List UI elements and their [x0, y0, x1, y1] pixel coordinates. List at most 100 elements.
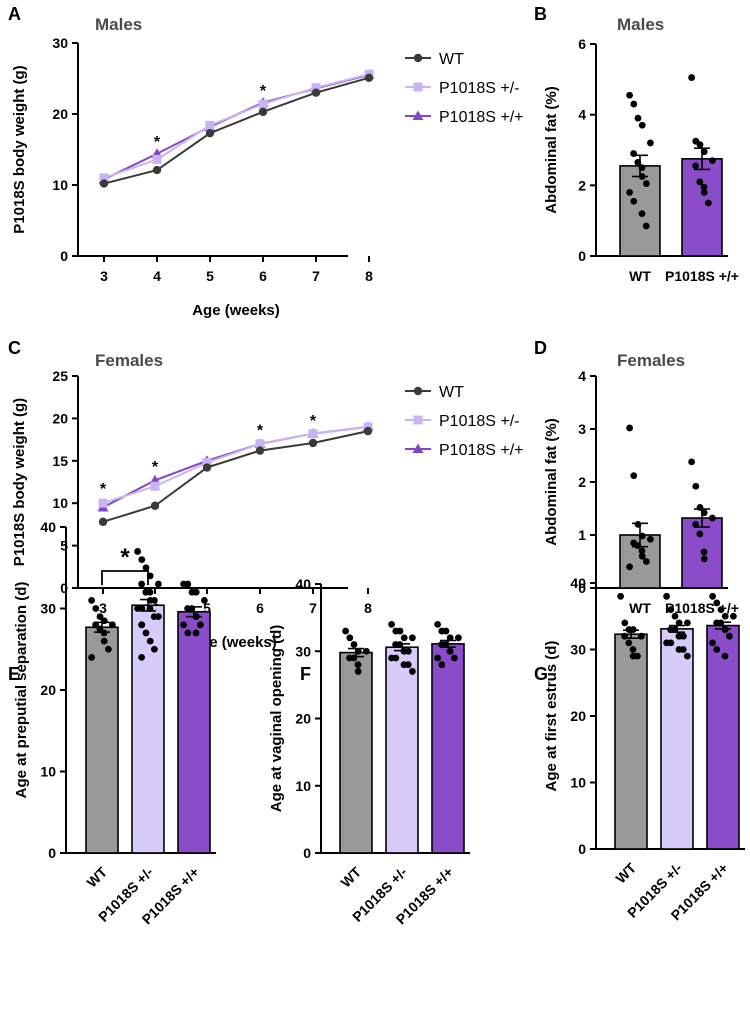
x-tick-label: WT	[629, 268, 651, 284]
data-point	[311, 83, 321, 93]
x-tick-label: WT	[612, 859, 639, 886]
bar	[660, 628, 694, 850]
y-tick-label: 40	[295, 576, 311, 592]
data-point	[255, 439, 265, 449]
data-point	[709, 157, 716, 165]
data-point	[134, 548, 142, 555]
y-tick-label: 2	[578, 474, 586, 490]
data-point	[667, 639, 675, 647]
data-point	[446, 634, 454, 642]
data-point	[138, 580, 146, 588]
data-point	[705, 199, 712, 207]
data-point	[363, 422, 373, 432]
data-point	[638, 552, 646, 560]
legend-marker	[413, 415, 423, 425]
data-point	[404, 661, 412, 669]
data-point	[638, 164, 646, 172]
data-point	[446, 647, 454, 655]
data-point	[138, 654, 146, 661]
y-tick-label: 5	[60, 538, 68, 554]
data-point	[638, 121, 646, 129]
data-point	[100, 637, 108, 645]
y-tick-label: 30	[295, 643, 311, 659]
y-tick-label: 30	[570, 642, 586, 658]
data-point	[192, 613, 200, 621]
significance-star: *	[257, 422, 264, 439]
data-point	[692, 482, 700, 490]
data-point	[643, 180, 650, 187]
panel-A: A Males 0 10 20 30 3 4 5 6 7 8 Age (weeks) P1018S bod…	[8, 4, 524, 319]
data-point	[626, 563, 633, 571]
data-point	[688, 74, 695, 81]
legend-marker	[412, 110, 424, 120]
chart-title: Males	[95, 15, 142, 34]
x-axis-label: Age (weeks)	[192, 302, 280, 319]
y-tick-label: 10	[40, 764, 56, 780]
y-tick-label: 0	[60, 248, 68, 264]
data-point	[363, 647, 370, 655]
data-point	[96, 613, 104, 621]
data-point	[109, 621, 116, 629]
data-point	[188, 605, 196, 612]
data-point	[626, 91, 633, 99]
data-point	[721, 626, 729, 633]
x-tick-label: 5	[206, 268, 214, 284]
panel-label: B	[534, 4, 547, 24]
x-tick-label: 6	[259, 268, 267, 284]
chart-title: Females	[95, 351, 163, 370]
data-point	[621, 619, 629, 627]
data-point	[684, 652, 691, 660]
y-tick-label: 0	[48, 845, 56, 861]
data-point	[151, 645, 158, 653]
y-axis-label: Abdominal fat (%)	[543, 86, 560, 214]
data-point	[155, 613, 162, 621]
x-tick-label: WT	[83, 863, 110, 890]
data-point	[629, 626, 637, 633]
data-point	[700, 555, 708, 563]
y-tick-label: 4	[578, 368, 586, 384]
legend-label: P1018S +/-	[439, 80, 520, 97]
data-point	[100, 629, 108, 637]
data-point	[434, 654, 441, 662]
data-point	[205, 128, 215, 138]
data-point	[152, 154, 162, 164]
y-tick-label: 2	[578, 177, 586, 193]
data-point	[192, 629, 200, 637]
y-tick-label: 3	[578, 421, 586, 437]
y-tick-label: 10	[52, 177, 68, 193]
x-tick-label: 8	[364, 600, 372, 616]
data-point	[455, 634, 462, 642]
legend-label: P1018S +/+	[439, 442, 524, 459]
data-point	[700, 148, 708, 156]
y-axis-label: P1018S body weight (g)	[11, 65, 28, 233]
legend-marker	[413, 82, 423, 92]
data-point	[679, 646, 687, 653]
data-point	[692, 162, 699, 170]
data-point	[647, 139, 654, 147]
chart-title: Males	[617, 15, 664, 34]
x-tick-label: P1018S +/+	[665, 268, 739, 284]
data-point	[98, 498, 108, 508]
data-point	[621, 632, 628, 640]
data-point	[138, 556, 146, 563]
data-point	[396, 627, 404, 635]
data-point	[630, 100, 638, 108]
data-point	[700, 548, 708, 556]
x-tick-label: 6	[256, 600, 264, 616]
data-point	[721, 612, 729, 620]
data-point	[643, 558, 650, 565]
legend-marker	[413, 386, 423, 396]
data-point	[142, 629, 150, 637]
y-tick-label: 0	[578, 580, 586, 596]
significance-star: *	[100, 481, 107, 498]
y-tick-label: 20	[295, 711, 311, 727]
data-point	[709, 514, 716, 522]
data-point	[99, 179, 109, 188]
data-point	[630, 197, 638, 205]
data-point	[726, 632, 733, 640]
x-tick-label: 8	[365, 268, 373, 284]
data-point	[258, 99, 268, 109]
data-point	[713, 646, 721, 653]
